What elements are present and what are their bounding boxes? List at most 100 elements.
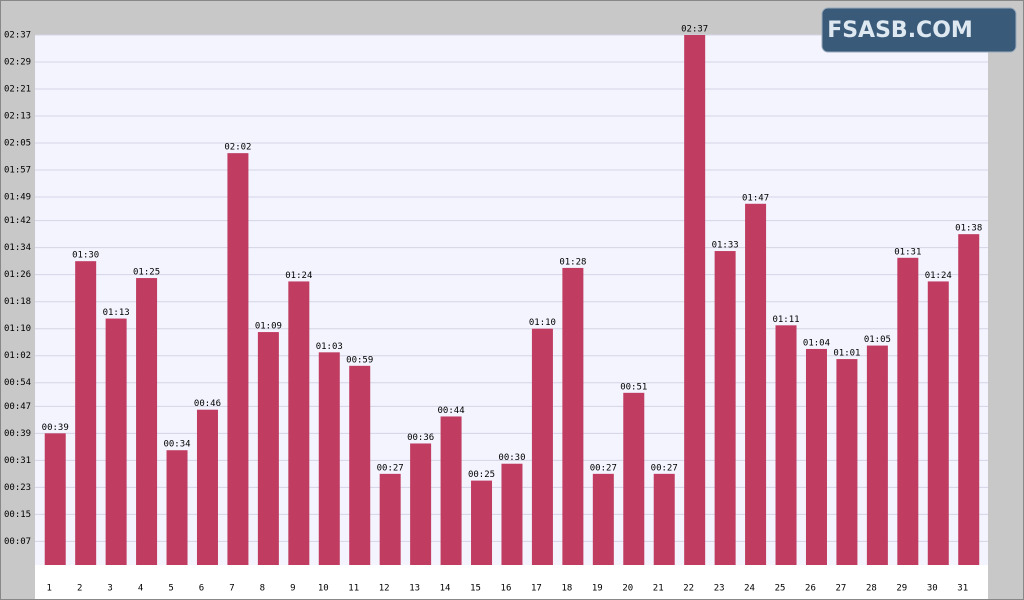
bar [318, 352, 340, 565]
y-tick-label: 02:21 [4, 85, 31, 95]
y-tick-label: 01:10 [4, 324, 31, 334]
bar [775, 325, 797, 565]
x-tick-label: 28 [866, 584, 877, 594]
value-label: 01:03 [316, 342, 343, 352]
x-tick-label: 25 [775, 584, 786, 594]
bar [531, 328, 553, 565]
bar [227, 153, 249, 565]
y-tick-label: 02:05 [4, 139, 31, 149]
logo-box [821, 7, 1017, 53]
bar [440, 416, 462, 565]
x-tick-label: 11 [348, 584, 359, 594]
x-tick-label: 2 [77, 584, 82, 594]
x-tick-label: 3 [107, 584, 112, 594]
value-label: 02:02 [224, 143, 251, 153]
y-tick-label: 01:42 [4, 216, 31, 226]
value-label: 01:10 [529, 318, 556, 328]
value-label: 01:30 [72, 251, 99, 261]
value-label: 00:51 [620, 382, 647, 392]
bar [623, 392, 645, 565]
value-label: 01:11 [772, 315, 799, 325]
y-tick-label: 01:34 [4, 243, 31, 253]
y-tick-label: 00:07 [4, 537, 31, 547]
bar [805, 348, 827, 565]
x-tick-label: 7 [229, 584, 234, 594]
y-tick-label: 01:18 [4, 297, 31, 307]
value-label: 01:13 [103, 308, 130, 318]
y-tick-label: 01:02 [4, 351, 31, 361]
y-tick-label: 00:47 [4, 402, 31, 412]
x-tick-label: 8 [260, 584, 265, 594]
value-label: 01:24 [925, 271, 952, 281]
bar [897, 257, 919, 565]
bar [745, 203, 767, 566]
x-tick-label: 23 [714, 584, 725, 594]
bar [653, 473, 675, 565]
x-tick-label: 19 [592, 584, 603, 594]
x-tick-label: 17 [531, 584, 542, 594]
value-label: 01:31 [894, 247, 921, 257]
y-tick-label: 00:31 [4, 456, 31, 466]
bar [288, 281, 310, 565]
value-label: 01:01 [833, 349, 860, 359]
bar [410, 443, 432, 565]
x-tick-label: 27 [836, 584, 847, 594]
bar [836, 359, 858, 565]
bar [684, 35, 706, 565]
x-tick-label: 20 [622, 584, 633, 594]
bar [592, 473, 614, 565]
x-tick-label: 4 [138, 584, 143, 594]
x-tick-label: 14 [440, 584, 451, 594]
bar [379, 473, 401, 565]
y-tick-label: 02:13 [4, 112, 31, 122]
value-label: 01:24 [285, 271, 312, 281]
value-label: 00:39 [42, 423, 69, 433]
y-tick-label: 01:26 [4, 270, 31, 280]
logo: FSASB.COM [821, 7, 1017, 53]
value-label: 00:27 [651, 463, 678, 473]
bar [958, 234, 980, 565]
value-label: 01:25 [133, 268, 160, 278]
value-label: 00:36 [407, 433, 434, 443]
bar [105, 318, 127, 565]
bar [44, 433, 66, 565]
x-tick-label: 12 [379, 584, 390, 594]
y-tick-label: 00:39 [4, 429, 31, 439]
bar [166, 450, 188, 565]
bar [471, 480, 493, 565]
x-tick-label: 22 [683, 584, 694, 594]
bar [714, 251, 736, 565]
x-tick-label: 9 [290, 584, 295, 594]
x-tick-label: 18 [561, 584, 572, 594]
value-label: 01:28 [559, 257, 586, 267]
bar [866, 345, 888, 565]
value-label: 00:25 [468, 470, 495, 480]
x-tick-label: 24 [744, 584, 755, 594]
value-label: 01:47 [742, 193, 769, 203]
x-tick-label: 13 [409, 584, 420, 594]
x-tick-label: 6 [199, 584, 204, 594]
value-label: 01:09 [255, 322, 282, 332]
y-tick-label: 00:23 [4, 483, 31, 493]
y-tick-label: 01:57 [4, 166, 31, 176]
y-tick-label: 02:29 [4, 58, 31, 68]
x-tick-label: 1 [47, 584, 52, 594]
value-label: 01:04 [803, 338, 830, 348]
value-label: 00:27 [590, 463, 617, 473]
x-tick-label: 30 [927, 584, 938, 594]
bar [562, 267, 584, 565]
bar [257, 332, 279, 565]
x-tick-label: 5 [168, 584, 173, 594]
value-label: 00:59 [346, 355, 373, 365]
logo-text: FSASB.COM [827, 18, 973, 43]
y-tick-label: 02:37 [4, 31, 31, 41]
value-label: 00:44 [438, 406, 465, 416]
bar [349, 365, 371, 565]
x-tick-label: 29 [896, 584, 907, 594]
y-tick-label: 00:15 [4, 510, 31, 520]
x-tick-label: 31 [957, 584, 968, 594]
bar [927, 281, 949, 565]
y-tick-label: 00:54 [4, 378, 31, 388]
value-label: 00:46 [194, 399, 221, 409]
